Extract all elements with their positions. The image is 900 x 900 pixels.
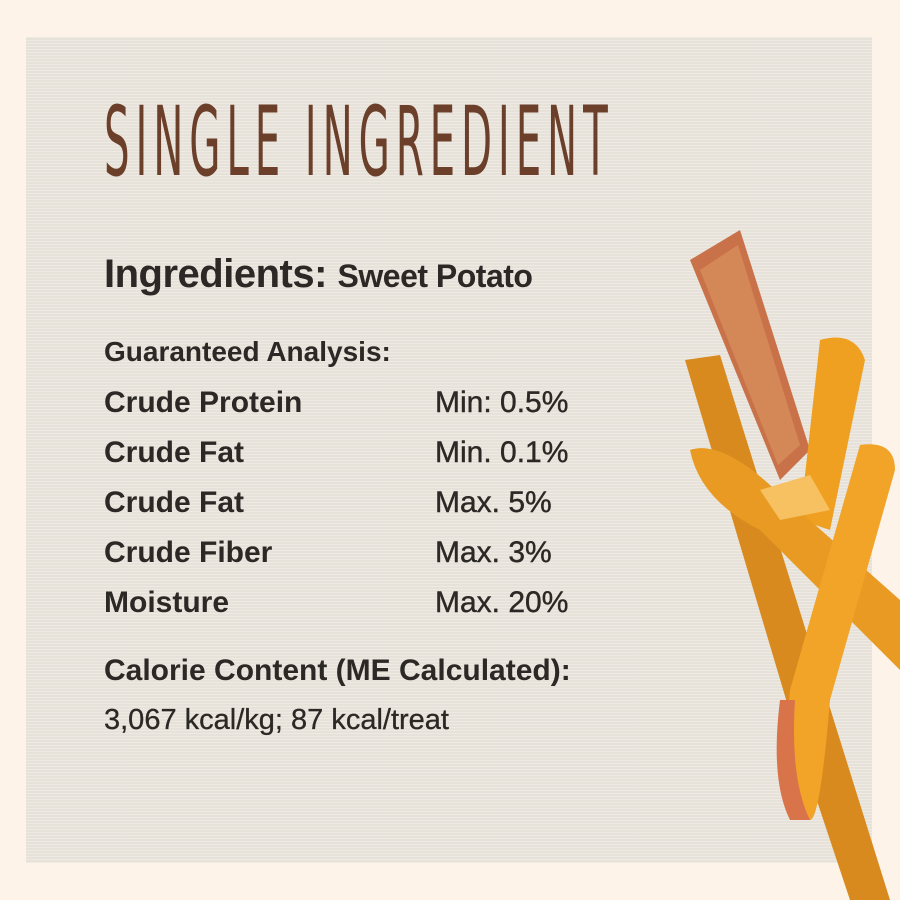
ingredients-value: Sweet Potato xyxy=(337,258,533,294)
analysis-heading: Guaranteed Analysis: xyxy=(104,336,391,367)
ingredients-label: Ingredients: xyxy=(104,252,327,296)
analysis-row: Crude Fiber Max. 3% xyxy=(104,536,552,570)
calorie-heading: Calorie Content (ME Calculated): xyxy=(104,654,571,687)
calorie-value: 3,067 kcal/kg; 87 kcal/treat xyxy=(104,704,449,736)
page-title: SINGLE INGREDIENT xyxy=(104,86,614,198)
analysis-row: Moisture Max. 20% xyxy=(104,586,569,620)
ingredients-line: Ingredients: Sweet Potato xyxy=(104,252,533,297)
sweet-potato-treats-image xyxy=(685,230,900,900)
analysis-name: Crude Fat xyxy=(104,486,245,519)
analysis-name: Crude Fat xyxy=(104,436,245,469)
analysis-row: Crude Fat Min. 0.1% xyxy=(104,436,569,470)
analysis-row: Crude Protein Min: 0.5% xyxy=(104,386,569,420)
analysis-value: Max. 3% xyxy=(435,536,552,569)
analysis-name: Crude Fiber xyxy=(104,536,273,569)
analysis-name: Crude Protein xyxy=(104,386,303,419)
analysis-row: Crude Fat Max. 5% xyxy=(104,486,552,520)
analysis-value: Min: 0.5% xyxy=(435,386,569,419)
analysis-value: Min. 0.1% xyxy=(435,436,569,469)
analysis-value: Max. 20% xyxy=(435,586,569,619)
analysis-value: Max. 5% xyxy=(435,486,552,519)
analysis-name: Moisture xyxy=(104,586,230,619)
